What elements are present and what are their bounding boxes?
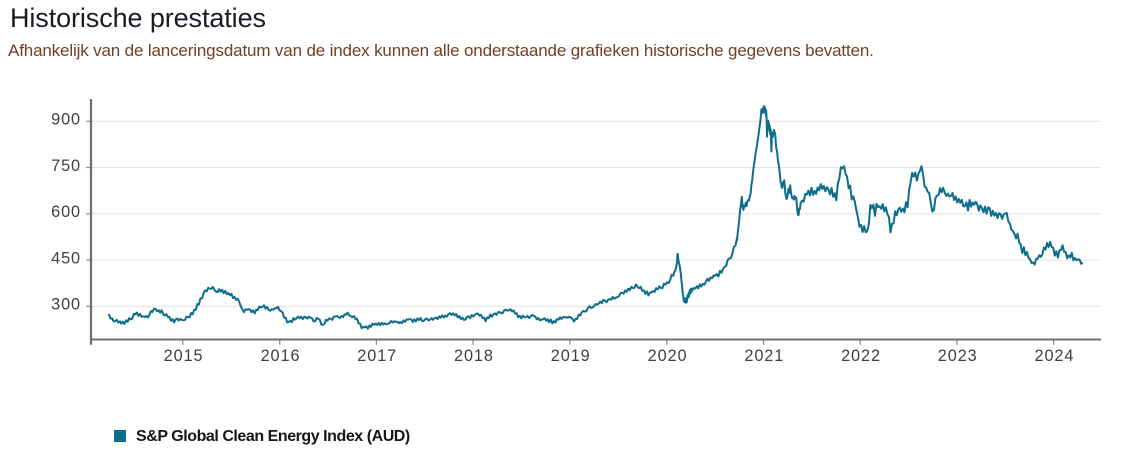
svg-text:2023: 2023 [938,347,978,365]
svg-text:450: 450 [51,250,81,268]
svg-text:600: 600 [51,203,81,221]
svg-text:2016: 2016 [261,347,301,365]
svg-text:2022: 2022 [841,347,881,365]
svg-text:2020: 2020 [648,347,688,365]
svg-text:2019: 2019 [551,347,591,365]
svg-text:2024: 2024 [1034,347,1074,365]
svg-text:300: 300 [51,296,81,314]
svg-text:750: 750 [51,157,81,175]
svg-text:2015: 2015 [164,347,204,365]
svg-text:900: 900 [51,111,81,129]
svg-text:2017: 2017 [357,347,397,365]
svg-text:2021: 2021 [744,347,784,365]
svg-text:2018: 2018 [454,347,494,365]
